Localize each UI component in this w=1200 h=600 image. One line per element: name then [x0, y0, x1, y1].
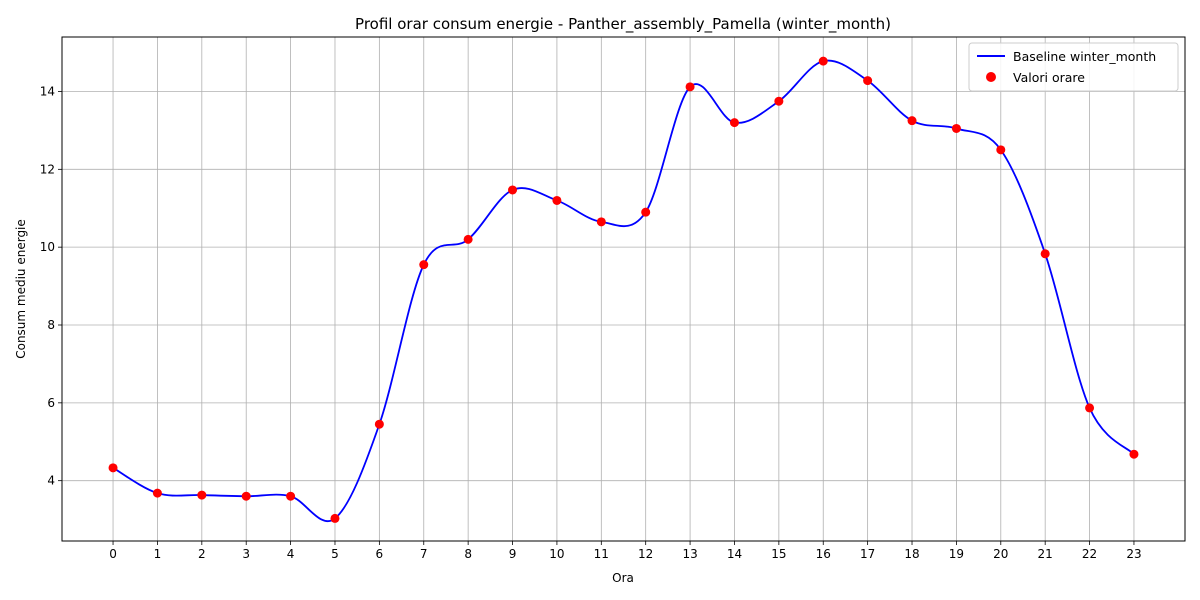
data-point [374, 419, 384, 429]
x-tick-label: 2 [198, 547, 206, 561]
chart-title: Profil orar consum energie - Panther_ass… [355, 15, 891, 34]
x-tick-label: 14 [727, 547, 742, 561]
plot-frame [61, 36, 1186, 542]
x-tick-label: 22 [1082, 547, 1097, 561]
x-axis: 0 1 2 3 4 5 6 7 8 9 10 11 12 13 14 15 16 17 18 19 20 21 22 23 [109, 541, 1142, 561]
x-tick-label: 12 [638, 547, 653, 561]
x-tick-label: 6 [376, 547, 384, 561]
baseline-line [112, 59, 1135, 522]
y-tick-label: 8 [47, 318, 55, 332]
data-point [108, 463, 118, 473]
x-tick-label: 9 [509, 547, 517, 561]
data-point [330, 513, 340, 523]
legend-box [968, 42, 1179, 92]
data-point [907, 116, 917, 126]
x-tick-label: 4 [287, 547, 295, 561]
data-point [1129, 449, 1139, 459]
data-point [419, 260, 429, 270]
data-point [641, 207, 651, 217]
x-tick-label: 17 [860, 547, 875, 561]
legend-label-scatter: Valori orare [1013, 70, 1085, 85]
x-tick-label: 23 [1126, 547, 1141, 561]
data-point [863, 76, 873, 86]
y-tick-label: 10 [40, 240, 55, 254]
series-line-baseline [112, 59, 1135, 522]
legend: Baseline winter_month Valori orare [968, 42, 1179, 92]
data-point [286, 491, 296, 501]
y-tick-label: 4 [47, 474, 55, 488]
x-tick-label: 1 [154, 547, 162, 561]
data-point [729, 118, 739, 128]
y-tick-label: 14 [40, 84, 55, 98]
data-point [951, 123, 961, 133]
grid [62, 37, 1185, 541]
data-point [774, 96, 784, 106]
legend-label-baseline: Baseline winter_month [1013, 49, 1156, 64]
x-tick-label: 18 [904, 547, 919, 561]
x-tick-label: 19 [949, 547, 964, 561]
x-tick-label: 3 [242, 547, 250, 561]
x-tick-label: 15 [771, 547, 786, 561]
x-axis-label: Ora [612, 571, 634, 585]
data-point [996, 145, 1006, 155]
x-tick-label: 16 [816, 547, 831, 561]
x-tick-label: 10 [549, 547, 564, 561]
data-point [1040, 249, 1050, 259]
y-tick-label: 6 [47, 396, 55, 410]
data-point [197, 490, 207, 500]
x-tick-label: 5 [331, 547, 339, 561]
x-tick-label: 8 [464, 547, 472, 561]
x-tick-label: 21 [1038, 547, 1053, 561]
y-axis-label: Consum mediu energie [14, 219, 28, 359]
data-point [152, 488, 162, 498]
data-point [508, 185, 518, 195]
data-point [596, 217, 606, 227]
x-tick-label: 20 [993, 547, 1008, 561]
data-point [241, 491, 251, 501]
x-tick-label: 11 [594, 547, 609, 561]
data-point [818, 56, 828, 66]
series-scatter-valori [108, 56, 1139, 523]
data-point [685, 82, 695, 92]
data-point [1085, 403, 1095, 413]
data-point [463, 234, 473, 244]
data-point [552, 195, 562, 205]
x-tick-label: 13 [682, 547, 697, 561]
y-tick-label: 12 [40, 162, 55, 176]
legend-marker-swatch [986, 72, 996, 82]
x-tick-label: 7 [420, 547, 428, 561]
x-tick-label: 0 [109, 547, 117, 561]
y-axis: 4 6 8 10 12 14 [40, 84, 62, 488]
